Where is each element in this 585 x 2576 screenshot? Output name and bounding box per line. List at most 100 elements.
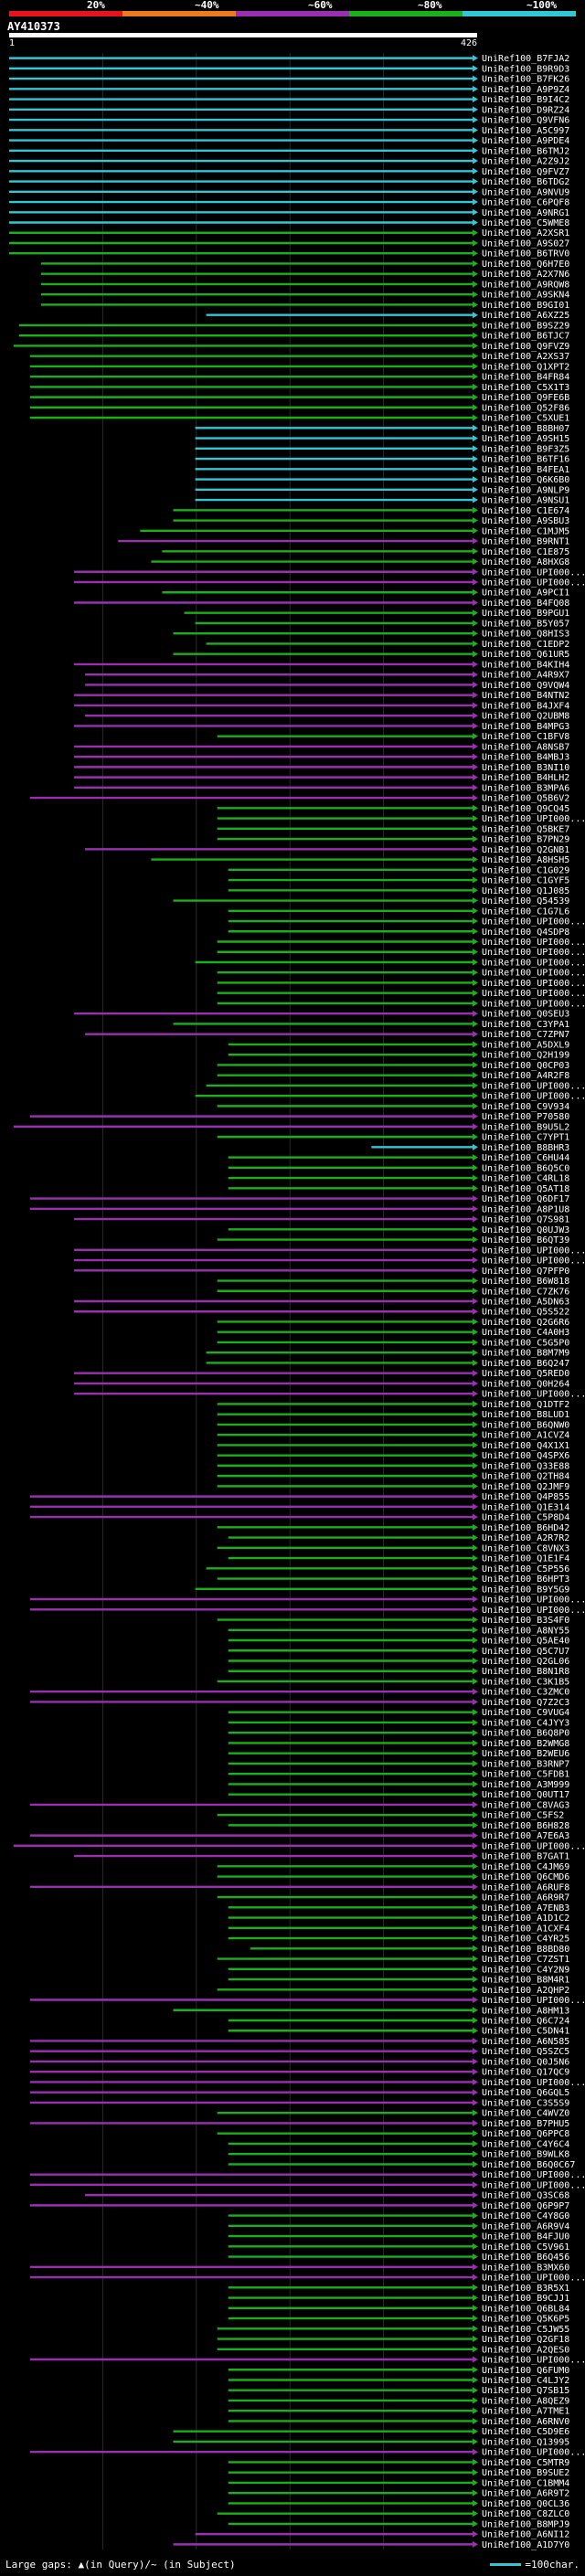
hit-label[interactable]: UniRef100_Q9FVZ9 [482,342,569,352]
hit-label[interactable]: UniRef100_B6TJC7 [482,332,569,342]
hit-label[interactable]: UniRef100_A1D1C2 [482,1913,569,1924]
hit-label[interactable]: UniRef100_B3NI10 [482,763,569,773]
hit-label[interactable]: UniRef100_C5DN41 [482,2027,569,2037]
hit-label[interactable]: UniRef100_B3MX60 [482,2263,569,2273]
hit-label[interactable]: UniRef100_C5JW55 [482,2325,569,2335]
hit-label[interactable]: UniRef100_C1BFV8 [482,732,569,742]
hit-label[interactable]: UniRef100_B6Q8P0 [482,1729,569,1739]
hit-label[interactable]: UniRef100_B4KIH4 [482,660,569,670]
hit-label[interactable]: UniRef100_B9RNT1 [482,537,569,547]
hit-label[interactable]: UniRef100_B6TDG2 [482,177,569,187]
hit-label[interactable]: UniRef100_B3S4F0 [482,1616,569,1626]
hit-label[interactable]: UniRef100_C5XUE1 [482,414,569,424]
hit-label[interactable]: UniRef100_Q5SZC5 [482,2047,569,2057]
hit-label[interactable]: UniRef100_A6R9T2 [482,2489,569,2499]
hit-label[interactable]: UniRef100_A6RUF8 [482,1882,569,1892]
hit-label[interactable]: UniRef100_Q7PFP0 [482,1267,569,1277]
hit-label[interactable]: UniRef100_Q8HIS3 [482,630,569,640]
hit-label[interactable]: UniRef100_B6HD42 [482,1523,569,1533]
hit-label[interactable]: UniRef100_C7ZPN7 [482,1030,569,1040]
hit-label[interactable]: UniRef100_Q6BL84 [482,2304,569,2314]
hit-label[interactable]: UniRef100_C1G029 [482,865,569,875]
hit-label[interactable]: UniRef100_Q9FE6B [482,393,569,403]
hit-label[interactable]: UniRef100_C4YR25 [482,1935,569,1945]
hit-label[interactable]: UniRef100_A4R9X7 [482,671,569,681]
hit-label[interactable]: UniRef100_C6HU44 [482,1153,569,1163]
hit-label[interactable]: UniRef100_UPI000... [482,938,585,948]
hit-label[interactable]: UniRef100_B7PN29 [482,835,569,845]
hit-label[interactable]: UniRef100_A9SBU3 [482,516,569,526]
hit-label[interactable]: UniRef100_B4MPG3 [482,722,569,732]
hit-label[interactable]: UniRef100_B3RNP7 [482,1759,569,1769]
hit-label[interactable]: UniRef100_Q6P9P7 [482,2201,569,2211]
hit-label[interactable]: UniRef100_Q33E88 [482,1461,569,1471]
hit-label[interactable]: UniRef100_A2XS37 [482,352,569,362]
hit-label[interactable]: UniRef100_Q6PPC8 [482,2129,569,2139]
hit-label[interactable]: UniRef100_Q1E1F4 [482,1554,569,1564]
hit-label[interactable]: UniRef100_Q13995 [482,2437,569,2447]
hit-label[interactable]: UniRef100_B9SZ29 [482,321,569,331]
hit-label[interactable]: UniRef100_B6TRV0 [482,249,569,260]
hit-label[interactable]: UniRef100_A7ENB3 [482,1903,569,1913]
hit-label[interactable]: UniRef100_Q2UBM8 [482,712,569,722]
hit-label[interactable]: UniRef100_Q2TH84 [482,1472,569,1482]
hit-label[interactable]: UniRef100_UPI000... [482,1841,585,1851]
hit-label[interactable]: UniRef100_A2XSR1 [482,228,569,239]
hit-label[interactable]: UniRef100_Q0H264 [482,1379,569,1389]
hit-label[interactable]: UniRef100_A9S027 [482,239,569,249]
hit-label[interactable]: UniRef100_Q5AT18 [482,1184,569,1194]
hit-label[interactable]: UniRef100_B8BH07 [482,424,569,434]
hit-label[interactable]: UniRef100_Q4P855 [482,1492,569,1502]
hit-label[interactable]: UniRef100_A3M999 [482,1780,569,1790]
hit-label[interactable]: UniRef100_A9SKN4 [482,291,569,301]
hit-label[interactable]: UniRef100_C7ZK76 [482,1287,569,1297]
hit-label[interactable]: UniRef100_UPI000... [482,979,585,989]
hit-label[interactable]: UniRef100_Q2H199 [482,1051,569,1061]
hit-label[interactable]: UniRef100_Q1J085 [482,886,569,896]
hit-label[interactable]: UniRef100_C4JM69 [482,1862,569,1872]
hit-label[interactable]: UniRef100_Q4X1X1 [482,1441,569,1451]
hit-label[interactable]: UniRef100_A9PCI1 [482,588,569,599]
hit-label[interactable]: UniRef100_C1GYF5 [482,876,569,886]
hit-label[interactable]: UniRef100_B6Q456 [482,2253,569,2263]
hit-label[interactable]: UniRef100_B9R9D3 [482,64,569,74]
hit-label[interactable]: UniRef100_B8N1R8 [482,1667,569,1677]
hit-label[interactable]: UniRef100_UPI000... [482,969,585,979]
hit-label[interactable]: UniRef100_B4FJU0 [482,2232,569,2242]
hit-label[interactable]: UniRef100_B4JXF4 [482,701,569,711]
hit-label[interactable]: UniRef100_C1E875 [482,547,569,557]
hit-label[interactable]: UniRef100_A9NSU1 [482,496,569,506]
hit-label[interactable]: UniRef100_B6Q247 [482,1359,569,1369]
hit-label[interactable]: UniRef100_C3YPA1 [482,1020,569,1030]
hit-label[interactable]: UniRef100_B4MBJ3 [482,753,569,763]
hit-label[interactable]: UniRef100_Q1E314 [482,1502,569,1512]
hit-label[interactable]: UniRef100_B6Q0C67 [482,2160,575,2170]
hit-label[interactable]: UniRef100_C1BMM4 [482,2478,569,2488]
hit-label[interactable]: UniRef100_B8BHR3 [482,1143,569,1153]
hit-label[interactable]: UniRef100_A2R7R2 [482,1533,569,1543]
hit-label[interactable]: UniRef100_Q9CQ45 [482,804,569,814]
hit-label[interactable]: UniRef100_Q6DF17 [482,1194,569,1204]
hit-label[interactable]: UniRef100_C5V961 [482,2242,569,2253]
hit-label[interactable]: UniRef100_A8P1U8 [482,1204,569,1214]
hit-label[interactable]: UniRef100_C9V934 [482,1102,569,1112]
hit-label[interactable]: UniRef100_UPI000... [482,1256,585,1267]
hit-label[interactable]: UniRef100_C8VNX3 [482,1543,569,1553]
hit-label[interactable]: UniRef100_B8M7M9 [482,1349,569,1359]
hit-label[interactable]: UniRef100_UPI000... [482,989,585,999]
hit-label[interactable]: UniRef100_B6TF16 [482,455,569,465]
hit-label[interactable]: UniRef100_UPI000... [482,948,585,958]
hit-label[interactable]: UniRef100_A2QHP2 [482,1986,569,1996]
hit-label[interactable]: UniRef100_B7GAT1 [482,1852,569,1862]
hit-label[interactable]: UniRef100_B3R5X1 [482,2284,569,2294]
hit-label[interactable]: UniRef100_UPI000... [482,958,585,968]
hit-label[interactable]: UniRef100_A2QES0 [482,2345,569,2355]
hit-label[interactable]: UniRef100_C5X1T3 [482,383,569,393]
hit-label[interactable]: UniRef100_C7ZST1 [482,1955,569,1965]
hit-label[interactable]: UniRef100_Q5AE40 [482,1637,569,1647]
hit-label[interactable]: UniRef100_A6R9R7 [482,1893,569,1903]
hit-label[interactable]: UniRef100_A8HXG8 [482,557,569,567]
hit-label[interactable]: UniRef100_Q9VFN6 [482,116,569,126]
hit-label[interactable]: UniRef100_B4FQ08 [482,599,569,609]
hit-label[interactable]: UniRef100_UPI000... [482,2448,585,2458]
